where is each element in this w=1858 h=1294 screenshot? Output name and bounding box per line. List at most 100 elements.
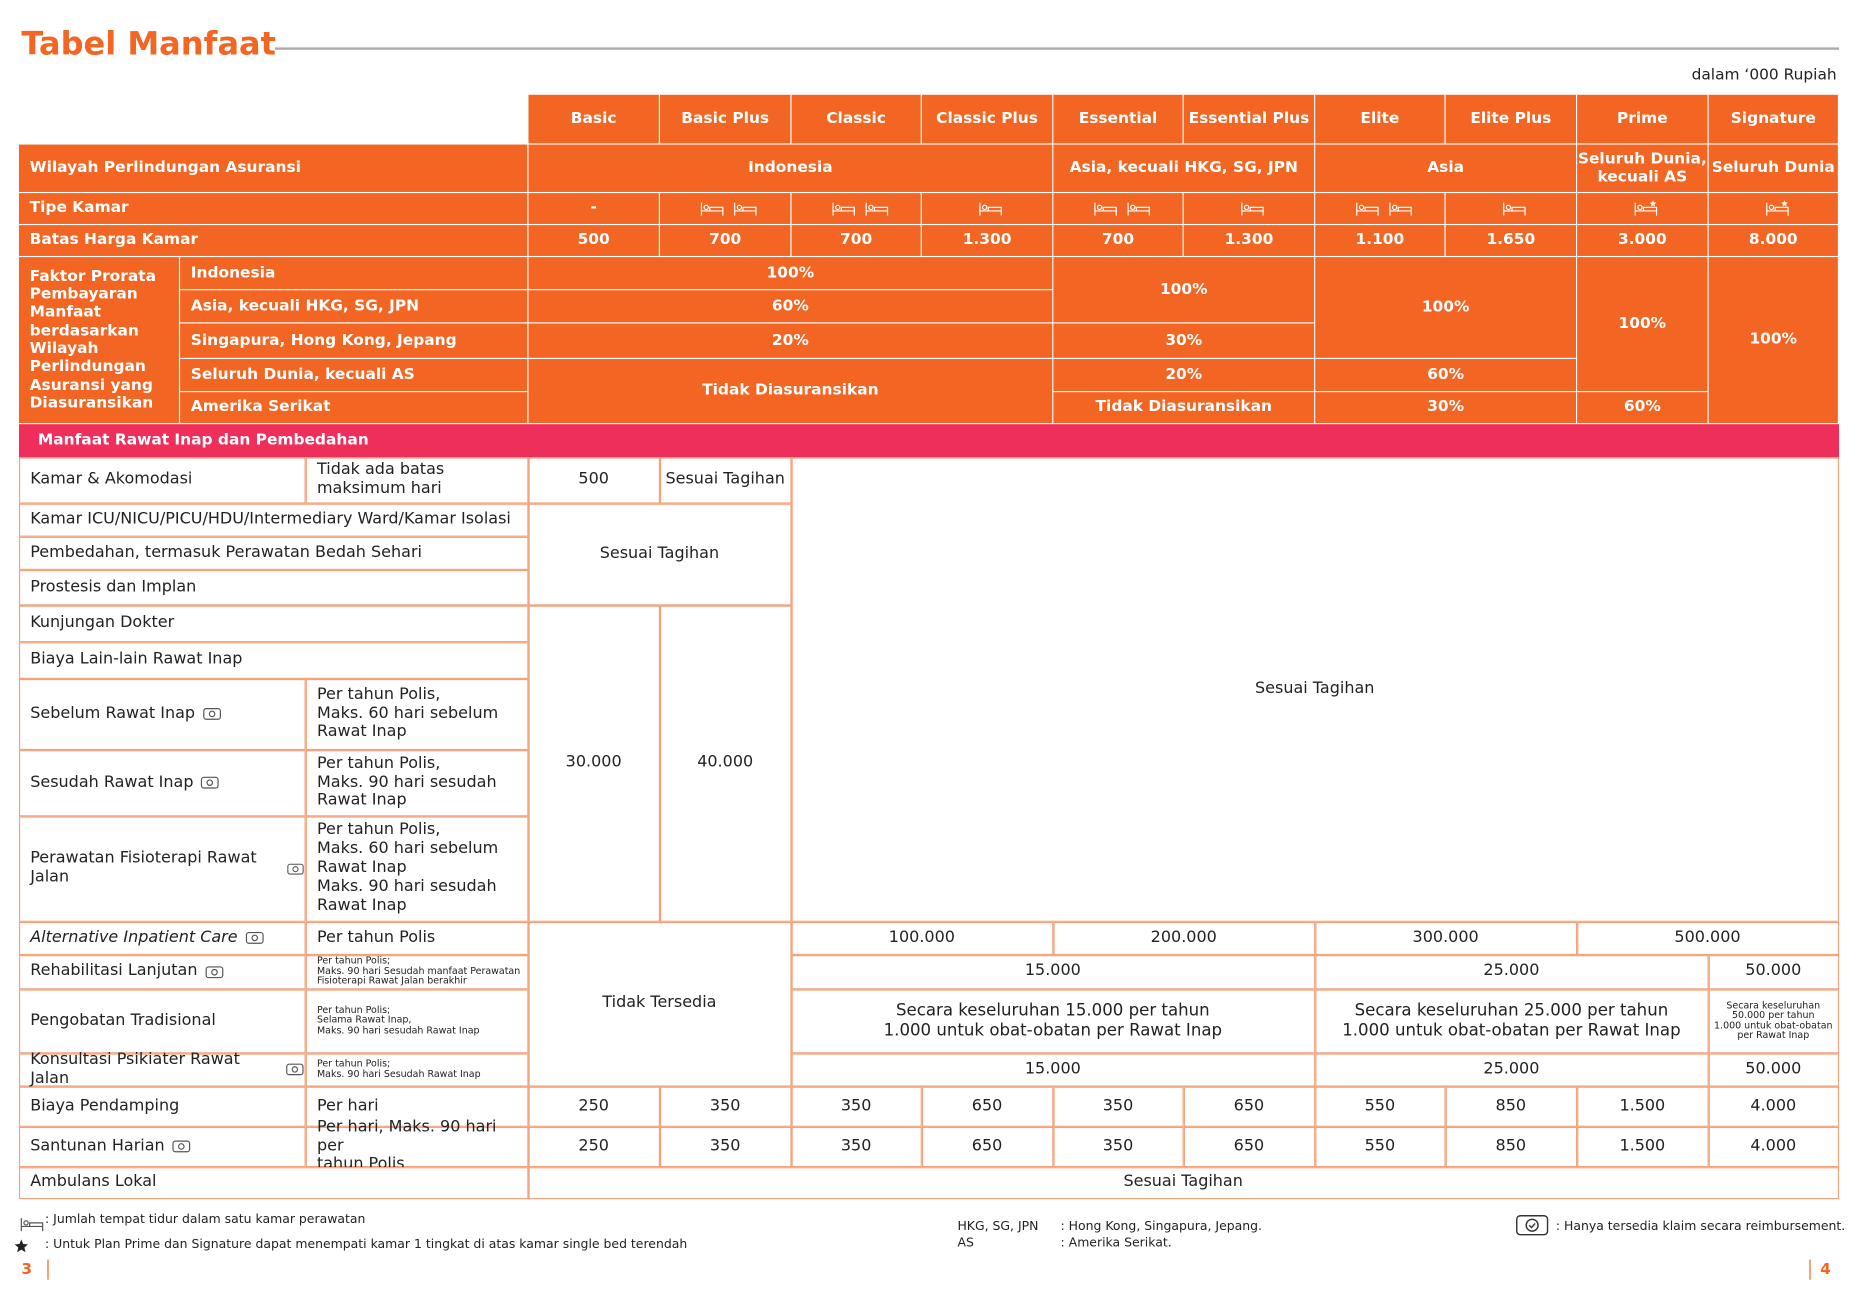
room-type: -: [528, 193, 661, 226]
prorata-factor: 60%: [1577, 392, 1709, 425]
benefit-value: 350: [790, 1126, 922, 1167]
benefit-value: 300.000: [1314, 921, 1577, 955]
benefit-name: Biaya Pendamping: [18, 1086, 306, 1127]
benefit-name: Rehabilitasi Lanjutan: [18, 954, 306, 989]
benefit-name: Kamar ICU/NICU/PICU/HDU/Intermediary War…: [18, 503, 528, 537]
prorata-factor: 20%: [1053, 359, 1316, 393]
benefit-note: Tidak ada batas maksimum hari: [305, 456, 528, 504]
benefit-note: Per tahun Polis; Maks. 90 hari Sesudah R…: [305, 1052, 528, 1087]
page-number: 3: [21, 1260, 33, 1279]
benefit-value: 650: [921, 1126, 1053, 1167]
benefit-note: Per tahun Polis; Selama Rawat Inap, Maks…: [305, 988, 528, 1053]
benefit-value: 4.000: [1708, 1126, 1839, 1167]
room-type: [1183, 193, 1316, 226]
benefit-value: 1.500: [1576, 1086, 1709, 1127]
benefit-name: Santunan Harian: [18, 1126, 306, 1167]
benefit-note: Per tahun Polis, Maks. 60 hari sebelum R…: [305, 678, 528, 750]
benefit-value: Tidak Tersedia: [527, 921, 791, 1087]
benefit-note: Per hari, Maks. 90 hari per tahun Polis: [305, 1117, 528, 1174]
prorata-factor: 100%: [1053, 257, 1316, 324]
room-type: [1708, 193, 1840, 226]
title-rule: [274, 47, 1840, 50]
bed-icon: [1388, 202, 1412, 216]
room-limit: 1.100: [1315, 225, 1446, 258]
prorata-factor: 30%: [1315, 392, 1578, 425]
coverage-area: Asia, kecuali HKG, SG, JPN: [1053, 144, 1316, 194]
benefit-value: Secara keseluruhan 50.000 per tahun 1.00…: [1708, 988, 1839, 1053]
bed-icon: [1241, 202, 1264, 216]
bed-icon: [1503, 202, 1526, 216]
benefit-value: 550: [1314, 1086, 1446, 1127]
abbreviation-meaning: : Amerika Serikat.: [1060, 1235, 1172, 1251]
prorata-factor: 60%: [1315, 359, 1578, 393]
room-limit: 700: [1053, 225, 1184, 258]
room-type: [1053, 193, 1184, 226]
benefit-name: Ambulans Lokal: [18, 1166, 528, 1199]
prorata-factor: Tidak Diasuransikan: [528, 359, 1054, 425]
benefit-value: 100.000: [790, 921, 1053, 955]
benefit-value: 550: [1314, 1126, 1446, 1167]
benefit-value: 500: [527, 456, 660, 504]
benefit-name: Alternative Inpatient Care: [18, 921, 306, 955]
room-type: [791, 193, 922, 226]
benefit-value: 350: [659, 1126, 791, 1167]
room-limit: 1.650: [1445, 225, 1578, 258]
benefit-value: Sesuai Tagihan: [527, 503, 791, 605]
prorata-factor: Tidak Diasuransikan: [1053, 392, 1316, 425]
footnote: : Hanya tersedia klaim secara reimbursem…: [1555, 1219, 1846, 1234]
room-limit: 700: [791, 225, 922, 258]
benefit-value: 1.500: [1576, 1126, 1709, 1167]
prorata-factor: 100%: [1577, 257, 1709, 393]
prorata-factor: 100%: [1315, 257, 1578, 360]
benefit-value: 650: [921, 1086, 1053, 1127]
page-divider: [47, 1259, 49, 1280]
benefit-value: 15.000: [790, 1052, 1315, 1087]
plan-header: Signature: [1708, 94, 1840, 145]
room-limit: 1.300: [1183, 225, 1316, 258]
bed-icon: [700, 202, 724, 216]
room-type: [921, 193, 1054, 226]
abbreviation: HKG, SG, JPN: [957, 1219, 1039, 1234]
plan-header: Basic Plus: [660, 94, 792, 145]
plan-header: Basic: [528, 94, 661, 145]
plan-header: Essential Plus: [1183, 94, 1316, 145]
prorata-factor: 100%: [1708, 257, 1840, 425]
prorata-factor: 20%: [528, 323, 1054, 360]
region-label: Amerika Serikat: [180, 392, 529, 425]
benefit-note: Per tahun Polis, Maks. 90 hari sesudah R…: [305, 749, 528, 816]
benefit-note: Per hari: [305, 1086, 528, 1127]
title: Tabel Manfaat: [21, 26, 276, 63]
coverage-area: Indonesia: [528, 144, 1054, 194]
benefit-value: 650: [1183, 1126, 1315, 1167]
row-label: Batas Harga Kamar: [18, 225, 529, 258]
plan-header: Classic Plus: [921, 94, 1054, 145]
bed-icon: [979, 202, 1002, 216]
room-limit: 700: [660, 225, 792, 258]
benefit-name: Kamar & Akomodasi: [18, 456, 306, 504]
benefit-value: 250: [527, 1086, 660, 1127]
benefit-name: Biaya Lain-lain Rawat Inap: [18, 641, 528, 679]
benefit-value: 50.000: [1708, 954, 1839, 989]
room-limit: 3.000: [1577, 225, 1709, 258]
reimbursement-icon: [287, 863, 304, 875]
bed-icon: [865, 202, 888, 216]
footnote-icon: [12, 1211, 45, 1234]
benefit-name: Prostesis dan Implan: [18, 569, 528, 605]
room-type: [1577, 193, 1709, 226]
currency-note: dalam ‘000 Rupiah: [1691, 66, 1837, 85]
benefit-value: Sesuai Tagihan: [790, 456, 1839, 922]
bed-icon: [1355, 202, 1379, 216]
room-type: [1315, 193, 1446, 226]
benefit-value: 350: [1052, 1126, 1184, 1167]
bed-icon: [1634, 200, 1658, 216]
benefit-value: 350: [790, 1086, 922, 1127]
room-limit: 1.300: [921, 225, 1054, 258]
abbreviation-meaning: : Hong Kong, Singapura, Jepang.: [1060, 1219, 1263, 1234]
reimbursement-icon: [202, 708, 221, 720]
benefit-name: Perawatan Fisioterapi Rawat Jalan: [18, 815, 306, 922]
benefit-value: 50.000: [1708, 1052, 1839, 1087]
benefit-note: Per tahun Polis, Maks. 60 hari sebelum R…: [305, 815, 528, 922]
region-label: Seluruh Dunia, kecuali AS: [180, 359, 529, 393]
prorata-factor: 60%: [528, 290, 1054, 324]
reimbursement-icon: [205, 965, 223, 978]
